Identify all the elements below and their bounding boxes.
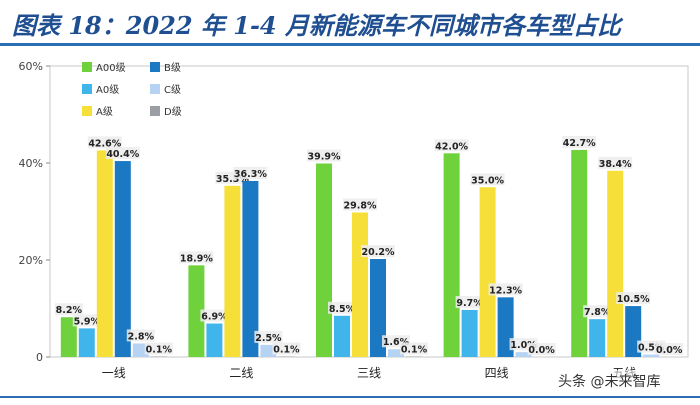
value-label: 6.9% <box>201 312 228 323</box>
value-label: 9.7% <box>456 298 483 309</box>
legend-swatch <box>150 62 160 72</box>
value-label: 0.1% <box>146 345 173 356</box>
bar <box>480 187 496 357</box>
value-label: 0.1% <box>401 345 428 356</box>
legend-swatch <box>150 106 160 116</box>
value-label: 0.1% <box>273 345 300 356</box>
bar <box>607 171 623 357</box>
x-category-label: 二线 <box>229 366 253 380</box>
legend-label: D级 <box>164 106 182 118</box>
value-label: 0.0% <box>656 345 683 356</box>
legend-label: B级 <box>164 62 181 74</box>
x-category-label: 四线 <box>485 366 509 380</box>
bar <box>589 319 605 357</box>
bar <box>316 163 332 357</box>
value-label: 39.9% <box>308 151 341 162</box>
legend-label: A0级 <box>96 84 119 96</box>
x-category-label: 三线 <box>357 366 381 380</box>
legend-swatch <box>150 84 160 94</box>
value-label: 35.0% <box>471 175 504 186</box>
value-label: 2.8% <box>128 331 155 342</box>
x-category-label: 一线 <box>102 366 126 380</box>
bar <box>352 212 368 357</box>
value-label: 8.5% <box>329 304 356 315</box>
value-label: 42.0% <box>435 141 468 152</box>
bar <box>115 161 131 357</box>
legend-swatch <box>82 62 92 72</box>
bottom-rule <box>0 396 700 401</box>
value-label: 7.8% <box>584 307 611 318</box>
value-label: 38.4% <box>599 159 632 170</box>
legend-swatch <box>82 106 92 116</box>
bar <box>224 186 240 357</box>
title-bar: 图表 18：2022 年 1-4 月新能源车不同城市各车型占比 <box>0 0 700 46</box>
value-label: 2.5% <box>255 333 282 344</box>
legend-label: A00级 <box>96 62 126 74</box>
y-tick-label: 20% <box>19 254 43 267</box>
value-label: 0.0% <box>528 345 555 356</box>
legend-label: C级 <box>164 84 181 96</box>
bar <box>571 150 587 357</box>
value-label: 40.4% <box>106 149 139 160</box>
y-tick-label: 40% <box>19 157 43 170</box>
y-tick-label: 60% <box>19 60 43 73</box>
bar <box>242 181 258 357</box>
value-label: 20.2% <box>362 247 395 258</box>
bar-chart: 020%40%60%8.2%5.9%42.6%40.4%2.8%0.1%一线18… <box>0 46 700 401</box>
value-label: 10.5% <box>617 294 650 305</box>
y-tick-label: 0 <box>36 351 43 364</box>
bar <box>334 316 350 357</box>
value-label: 12.3% <box>489 285 522 296</box>
bar <box>97 150 113 357</box>
value-label: 36.3% <box>234 169 267 180</box>
legend-swatch <box>82 84 92 94</box>
bar <box>444 153 460 357</box>
bar <box>462 310 478 357</box>
bar <box>79 328 95 357</box>
watermark: 头条 @未来智库 <box>555 370 663 392</box>
value-label: 18.9% <box>180 253 213 264</box>
bar <box>206 324 222 357</box>
value-label: 42.7% <box>563 138 596 149</box>
value-label: 29.8% <box>344 200 377 211</box>
chart-title: 图表 18：2022 年 1-4 月新能源车不同城市各车型占比 <box>12 6 621 41</box>
legend-label: A级 <box>96 106 113 118</box>
value-label: 5.9% <box>74 316 101 327</box>
